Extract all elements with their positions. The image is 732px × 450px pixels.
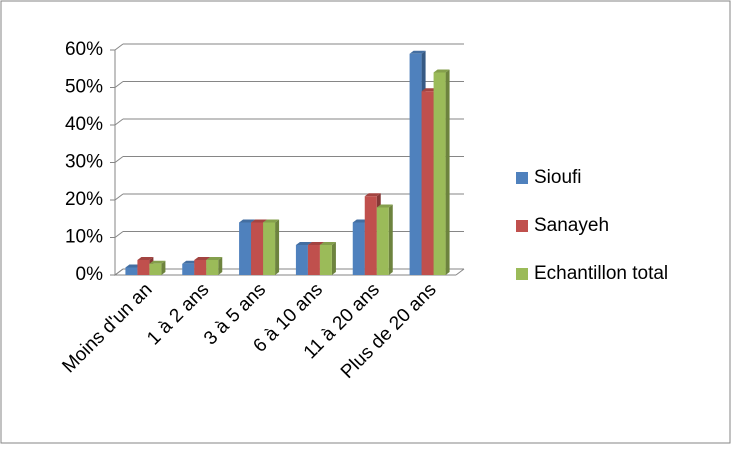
y-tick-label: 0% [76,264,104,285]
bar [421,91,434,275]
bar [376,207,389,275]
bar [149,263,162,275]
bar [319,245,332,275]
legend-label: Sioufi [534,167,582,188]
y-tick-label: 40% [65,114,103,135]
bar-top [376,204,393,208]
grid-line [114,268,124,276]
bar-top [307,242,324,245]
floor-back [455,268,465,276]
bar-top [251,219,268,223]
y-tick-label: 60% [65,39,103,60]
bar [295,245,308,275]
bar-side [218,257,223,275]
bar-top [263,219,280,223]
grid-line [114,118,124,126]
bar [263,222,276,275]
bar-top [194,257,211,260]
bar-side [388,204,393,275]
bar-top [319,242,336,245]
bar-top [149,260,166,264]
y-tick-label: 10% [65,227,103,248]
bar-side [445,69,450,275]
legend-swatch [516,268,528,280]
bar [352,222,365,275]
grid-line [114,81,124,88]
bar-top [295,242,312,245]
bar-top [239,219,256,223]
grid-line [114,193,124,201]
bar [307,245,320,275]
bar [194,260,207,275]
legend-label: Echantillon total [534,263,668,284]
bar [125,267,138,275]
bar-side [331,242,336,275]
bar-top [206,257,223,260]
bar-side [275,219,280,275]
y-tick-label: 50% [65,77,103,98]
bar [137,260,150,275]
legend-swatch [516,172,528,184]
legend-label: Sanayeh [534,215,609,236]
grid-line [114,156,124,163]
bar [364,196,377,275]
bar [239,222,252,275]
bar [409,53,422,275]
bar-top [364,193,381,197]
legend-swatch [516,220,528,232]
bar [206,260,219,275]
y-tick-label: 30% [65,152,103,173]
grid-line [114,231,124,238]
bar-top [433,69,450,73]
bar [182,263,195,275]
bar [251,222,264,275]
bar-top [409,50,426,54]
bar-side [161,260,166,275]
bar [433,72,446,275]
grid-line [114,43,124,51]
bar-top [137,257,154,260]
y-tick-label: 20% [65,189,103,210]
